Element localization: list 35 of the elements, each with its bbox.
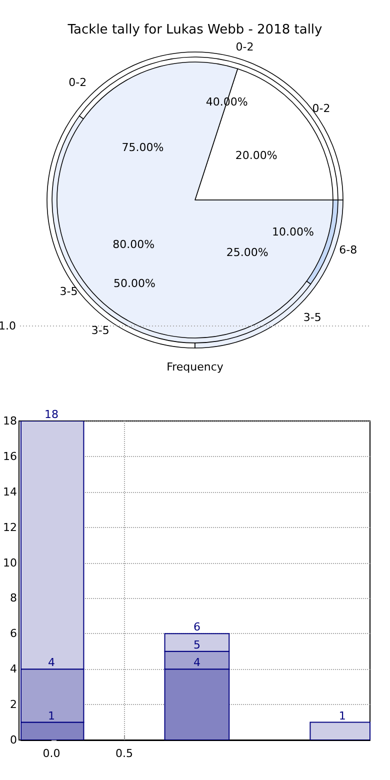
y-tick-label: 2 (10, 698, 17, 712)
annotation: 6 (193, 620, 200, 634)
y-tick-label: 4 (10, 662, 17, 676)
slice-label: 3-5 (91, 324, 110, 337)
slice-label: 3-5 (60, 285, 78, 298)
y-tick-label: 16 (2, 450, 17, 463)
annotation: 1 (338, 709, 346, 722)
y-tick-label: 18 (2, 414, 17, 428)
y-tick-label: 10 (2, 556, 17, 570)
data-label: 25.00% (226, 246, 268, 259)
slice-label: 3-5 (303, 310, 322, 324)
slice-label: 6-8 (339, 243, 358, 256)
y-tick-label: 0 (10, 734, 17, 746)
y-tick-label: 12 (2, 520, 17, 534)
annotation: 4 (48, 656, 56, 670)
slice-label: 0-2 (68, 76, 87, 90)
slice-label: 0-2 (312, 102, 330, 115)
annotation: 18 (44, 408, 59, 421)
annotation: 1 (48, 709, 56, 722)
y-tick-label: 14 (2, 485, 17, 498)
slice-label: 0-2 (236, 40, 254, 54)
x-tick-label: 0.0 (42, 747, 60, 760)
data-label: 50.00% (114, 276, 156, 290)
text: 1.0 (0, 320, 16, 332)
annotation: 5 (193, 638, 200, 652)
data-label: 75.00% (122, 141, 164, 154)
text: Frequency (166, 360, 224, 374)
y-tick-label: 6 (10, 627, 17, 640)
data-label: 10.00% (272, 225, 314, 238)
data-label: 80.00% (112, 238, 155, 252)
data-label: 20.00% (235, 148, 278, 162)
y-tick-label: 8 (10, 592, 17, 605)
chart-title: Tackle tally for Lukas Webb - 2018 tally (66, 22, 323, 38)
annotation: 4 (193, 656, 200, 670)
x-tick-label: 0.5 (115, 747, 133, 760)
